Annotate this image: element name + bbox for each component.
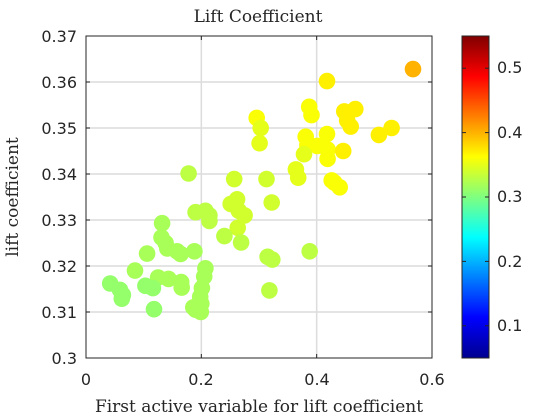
data-point: [145, 300, 163, 318]
x-tick-label-2: 0.4: [304, 370, 329, 389]
grid-lines: [86, 36, 432, 358]
data-point: [264, 251, 281, 268]
x-tick-label-0: 0: [81, 370, 91, 389]
y-tick-label-5: 0.35: [41, 119, 77, 138]
data-point: [370, 126, 388, 144]
y-tick-label-6: 0.36: [41, 73, 77, 92]
data-point: [186, 243, 203, 260]
y-tick-label-7: 0.37: [41, 27, 77, 46]
y-tick-label-2: 0.32: [41, 257, 77, 276]
x-axis-label: First active variable for lift coefficie…: [95, 397, 423, 417]
data-point: [334, 142, 352, 160]
colorbar-tick-label-3: 0.4: [497, 123, 522, 142]
data-point: [295, 145, 313, 163]
data-point: [180, 165, 197, 182]
data-point: [263, 194, 281, 211]
data-point: [258, 170, 275, 188]
data-point: [172, 245, 189, 263]
data-point: [251, 134, 268, 152]
data-point: [236, 207, 253, 224]
plot-frame: [85, 35, 433, 359]
y-tick-label-0: 0.3: [52, 349, 77, 368]
axis-ticks: [85, 35, 433, 359]
data-point: [232, 234, 250, 251]
data-point: [303, 106, 320, 124]
data-point: [301, 243, 319, 260]
x-tick-label-1: 0.2: [188, 370, 213, 389]
data-point: [225, 170, 243, 188]
x-tick-label-3: 0.6: [419, 370, 444, 389]
data-point: [383, 119, 400, 137]
data-point: [319, 150, 336, 168]
colorbar-tick-label-1: 0.2: [497, 252, 522, 271]
scatter-points: [101, 60, 422, 321]
data-point: [216, 227, 233, 245]
data-point: [261, 282, 278, 299]
y-tick-label-3: 0.33: [41, 211, 77, 230]
data-point: [252, 119, 269, 137]
data-point: [126, 262, 144, 279]
y-axis-label: lift coefficient: [3, 137, 23, 257]
y-tick-label-4: 0.34: [41, 165, 77, 184]
data-point: [289, 169, 307, 186]
data-point: [138, 245, 156, 262]
colorbar: [461, 35, 490, 359]
chart-title: Lift Coefficient: [194, 7, 323, 27]
data-point: [113, 290, 131, 308]
data-point: [187, 203, 204, 221]
data-point: [153, 214, 171, 232]
data-point: [173, 279, 190, 296]
data-point: [404, 60, 422, 78]
data-point: [160, 270, 177, 288]
data-point: [144, 279, 162, 297]
data-point: [229, 219, 246, 237]
data-point: [185, 299, 202, 316]
colorbar-ticks: [462, 67, 489, 327]
plot-area: [86, 36, 432, 358]
data-point: [342, 118, 360, 135]
data-point: [318, 125, 336, 143]
colorbar-tick-label-0: 0.1: [497, 316, 522, 335]
colorbar-tick-label-2: 0.3: [497, 187, 522, 206]
data-point: [331, 179, 349, 196]
colorbar-tick-label-4: 0.5: [497, 58, 522, 77]
y-tick-label-1: 0.31: [41, 303, 77, 322]
data-point: [318, 72, 336, 90]
data-point: [201, 212, 218, 230]
